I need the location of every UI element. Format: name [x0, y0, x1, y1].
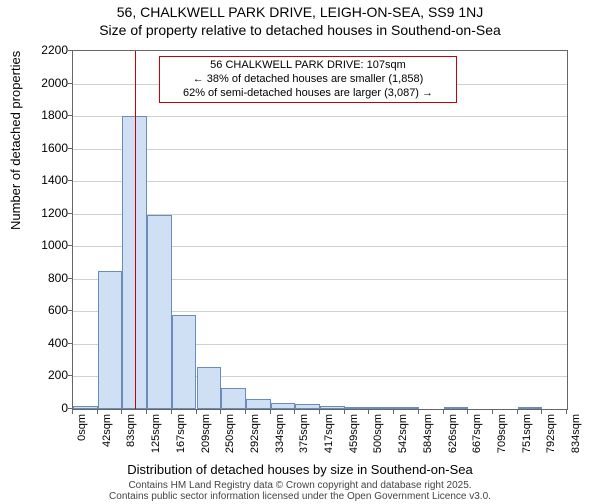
y-tick-mark: [68, 83, 72, 84]
histogram-bar: [172, 315, 197, 409]
y-axis-label: Number of detached properties: [8, 51, 23, 230]
histogram-plot: 56 CHALKWELL PARK DRIVE: 107sqm ← 38% of…: [72, 50, 568, 410]
histogram-bar: [221, 388, 246, 409]
histogram-bar: [147, 215, 172, 409]
x-tick-mark: [368, 410, 369, 414]
y-tick-label: 0: [28, 401, 68, 415]
histogram-bar: [73, 406, 98, 409]
footnote-line2: Contains public sector information licen…: [109, 491, 491, 502]
x-tick-label: 167sqm: [175, 414, 187, 464]
x-tick-label: 292sqm: [249, 414, 261, 464]
x-axis-label: Distribution of detached houses by size …: [0, 462, 600, 477]
y-tick-mark: [68, 180, 72, 181]
y-tick-label: 2200: [28, 43, 68, 57]
x-tick-label: 792sqm: [545, 414, 557, 464]
x-tick-label: 0sqm: [76, 414, 88, 464]
x-tick-label: 584sqm: [422, 414, 434, 464]
annotation-box: 56 CHALKWELL PARK DRIVE: 107sqm ← 38% of…: [159, 56, 457, 103]
x-tick-mark: [72, 410, 73, 414]
y-tick-label: 200: [28, 368, 68, 382]
y-tick-mark: [68, 115, 72, 116]
annotation-line2: ← 38% of detached houses are smaller (1,…: [166, 73, 450, 87]
histogram-bar: [394, 407, 419, 409]
y-tick-mark: [68, 343, 72, 344]
x-tick-label: 250sqm: [224, 414, 236, 464]
histogram-bar: [345, 407, 370, 409]
annotation-line1: 56 CHALKWELL PARK DRIVE: 107sqm: [166, 59, 450, 73]
footnote: Contains HM Land Registry data © Crown c…: [0, 480, 600, 502]
x-tick-label: 459sqm: [348, 414, 360, 464]
histogram-bar: [197, 367, 222, 409]
histogram-bar: [271, 403, 296, 410]
histogram-bar: [444, 407, 469, 409]
annotation-line3: 62% of semi-detached houses are larger (…: [166, 87, 450, 101]
y-tick-label: 1800: [28, 108, 68, 122]
x-tick-mark: [418, 410, 419, 414]
reference-line: [135, 51, 136, 409]
x-tick-label: 667sqm: [471, 414, 483, 464]
x-tick-label: 709sqm: [496, 414, 508, 464]
x-tick-mark: [566, 410, 567, 414]
x-tick-label: 626sqm: [447, 414, 459, 464]
histogram-bar: [518, 407, 543, 409]
x-tick-label: 83sqm: [125, 414, 137, 464]
x-tick-label: 125sqm: [150, 414, 162, 464]
y-tick-mark: [68, 310, 72, 311]
y-tick-mark: [68, 245, 72, 246]
x-tick-label: 542sqm: [397, 414, 409, 464]
y-tick-label: 1000: [28, 238, 68, 252]
x-tick-mark: [467, 410, 468, 414]
x-tick-mark: [121, 410, 122, 414]
x-tick-mark: [443, 410, 444, 414]
x-tick-mark: [196, 410, 197, 414]
y-tick-label: 600: [28, 303, 68, 317]
x-tick-mark: [220, 410, 221, 414]
y-tick-mark: [68, 213, 72, 214]
x-tick-mark: [517, 410, 518, 414]
y-tick-mark: [68, 408, 72, 409]
x-tick-label: 834sqm: [570, 414, 582, 464]
x-tick-mark: [146, 410, 147, 414]
x-tick-label: 417sqm: [323, 414, 335, 464]
x-tick-mark: [319, 410, 320, 414]
y-tick-label: 800: [28, 271, 68, 285]
histogram-bar: [246, 399, 271, 409]
y-tick-mark: [68, 50, 72, 51]
x-tick-label: 209sqm: [200, 414, 212, 464]
x-tick-label: 42sqm: [101, 414, 113, 464]
histogram-bar: [295, 404, 320, 409]
x-tick-mark: [245, 410, 246, 414]
x-tick-label: 751sqm: [521, 414, 533, 464]
y-tick-mark: [68, 278, 72, 279]
x-tick-mark: [541, 410, 542, 414]
x-tick-mark: [97, 410, 98, 414]
gridline: [73, 116, 567, 117]
histogram-bar: [98, 271, 123, 409]
title-address: 56, CHALKWELL PARK DRIVE, LEIGH-ON-SEA, …: [0, 4, 600, 20]
x-tick-label: 375sqm: [298, 414, 310, 464]
histogram-bar: [320, 406, 345, 409]
y-tick-label: 2000: [28, 76, 68, 90]
y-tick-label: 1600: [28, 141, 68, 155]
gridline: [73, 181, 567, 182]
x-tick-label: 334sqm: [274, 414, 286, 464]
y-tick-label: 400: [28, 336, 68, 350]
y-tick-mark: [68, 375, 72, 376]
gridline: [73, 149, 567, 150]
x-tick-mark: [393, 410, 394, 414]
x-tick-mark: [171, 410, 172, 414]
x-tick-label: 500sqm: [372, 414, 384, 464]
histogram-bar: [369, 407, 394, 409]
x-tick-mark: [294, 410, 295, 414]
y-tick-label: 1200: [28, 206, 68, 220]
footnote-line1: Contains HM Land Registry data © Crown c…: [128, 480, 471, 491]
x-tick-mark: [270, 410, 271, 414]
y-tick-label: 1400: [28, 173, 68, 187]
x-tick-mark: [344, 410, 345, 414]
title-subtitle: Size of property relative to detached ho…: [0, 22, 600, 38]
x-tick-mark: [492, 410, 493, 414]
y-tick-mark: [68, 148, 72, 149]
